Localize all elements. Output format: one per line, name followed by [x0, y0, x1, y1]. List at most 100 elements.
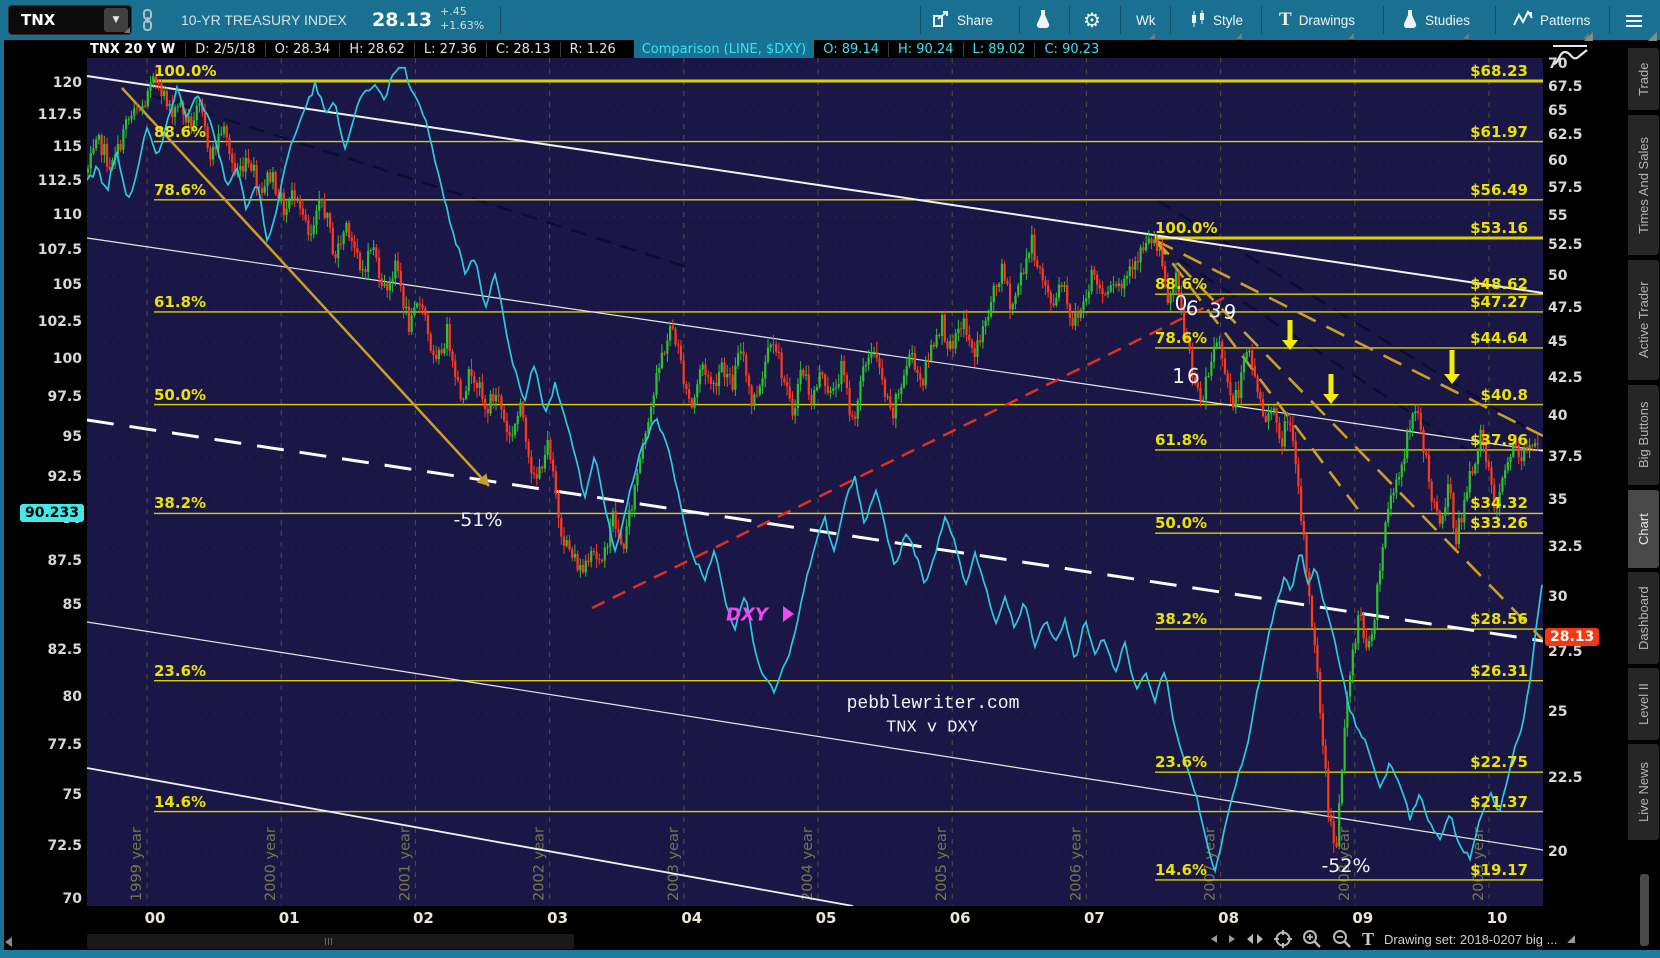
- pan-right-icon[interactable]: [1228, 934, 1236, 944]
- chart-hscrollbar[interactable]: [87, 934, 574, 949]
- gear-icon[interactable]: ⚙: [1083, 9, 1101, 32]
- top-toolbar: TNX ▼ 10-YR TREASURY INDEX 28.13 +.45 +1…: [0, 0, 1660, 40]
- fib-pct-label: 88.6%: [154, 122, 207, 141]
- share-label: Share: [957, 12, 994, 28]
- scrollbar-grip[interactable]: [325, 938, 339, 945]
- symbol-value: TNX: [21, 11, 56, 29]
- left-axis-tick: 97.5: [47, 389, 82, 406]
- sidebar-tab-times-and-sales[interactable]: Times And Sales: [1628, 115, 1659, 255]
- sidebar-tab-big-buttons[interactable]: Big Buttons: [1628, 385, 1659, 485]
- fib-pct-label: 61.8%: [154, 292, 207, 311]
- sidebar-tab-trade[interactable]: Trade: [1628, 48, 1659, 110]
- change-percent: +1.63%: [440, 19, 485, 32]
- sidebar-tab-chart[interactable]: Chart: [1628, 490, 1659, 568]
- fib-pct-label: 50.0%: [1155, 514, 1208, 533]
- pattern-curve-icon[interactable]: [1551, 42, 1591, 74]
- studies-button[interactable]: Studies: [1402, 0, 1470, 40]
- sidebar-tab-dashboard[interactable]: Dashboard: [1628, 572, 1659, 664]
- zoom-out-icon[interactable]: [1332, 929, 1352, 949]
- panel-collapse-icon[interactable]: [1648, 32, 1657, 41]
- drawings-button[interactable]: T Drawings: [1279, 0, 1355, 40]
- comparison-chip[interactable]: Comparison (LINE, $DXY): [633, 40, 815, 58]
- left-axis-tick: 87.5: [47, 553, 82, 570]
- analyze-button[interactable]: [1035, 0, 1051, 40]
- time-axis-label: 04: [681, 909, 703, 927]
- dxy-price-badge: 90.233: [20, 504, 85, 522]
- fib-price-label: $48.62: [1470, 275, 1528, 294]
- drawing-set-label[interactable]: Drawing set: 2018-0207 big ...: [1384, 931, 1558, 947]
- text-tool-icon: T: [1279, 9, 1292, 30]
- sidebar-scrollbar[interactable]: [1640, 874, 1649, 946]
- symbol-dropdown[interactable]: TNX ▼: [8, 5, 132, 35]
- right-axis-tick: 70: [1548, 55, 1568, 72]
- sidebar-tab-active-trader[interactable]: Active Trader: [1628, 260, 1659, 380]
- fib-price-label: $19.17: [1470, 860, 1528, 879]
- left-axis-tick: 115: [52, 139, 82, 156]
- dropdown-corner-icon: [124, 27, 130, 33]
- right-axis-tick: 62.5: [1548, 127, 1583, 144]
- right-axis-tick: 55: [1548, 207, 1568, 224]
- patterns-label: Patterns: [1540, 12, 1591, 28]
- right-axis-tick: 35: [1548, 492, 1568, 509]
- time-axis-label: 08: [1218, 909, 1240, 927]
- chart-annotation: -52%: [1321, 855, 1371, 877]
- scroll-left-arrow-icon[interactable]: [5, 937, 12, 947]
- chart-annotation: TNX v DXY: [886, 718, 978, 738]
- fib-price-label: $47.27: [1470, 292, 1528, 311]
- comparison-field: O: 89.14: [823, 41, 879, 57]
- sidebar-tab-live-news[interactable]: Live News: [1628, 744, 1659, 840]
- left-axis-tick: 92.5: [47, 469, 82, 486]
- fib-price-label: $56.49: [1470, 180, 1528, 199]
- fib-price-label: $40.8: [1480, 385, 1528, 404]
- left-axis-tick: 72.5: [47, 838, 82, 855]
- ohlc-field: O: 28.34: [264, 41, 340, 57]
- chevron-down-icon[interactable]: ▼: [104, 8, 128, 32]
- left-axis-tick: 110: [52, 206, 82, 223]
- panel-collapse-icon[interactable]: [1584, 32, 1593, 41]
- style-button[interactable]: Style: [1190, 0, 1243, 40]
- right-axis-tick: 45: [1548, 333, 1568, 350]
- right-axis-tick: 22.5: [1548, 770, 1583, 787]
- fit-width-icon[interactable]: [1246, 933, 1264, 945]
- right-axis-tick: 25: [1548, 703, 1568, 720]
- chart-plot-area[interactable]: [87, 58, 1543, 906]
- left-axis-tick: 100: [52, 351, 82, 368]
- share-button[interactable]: Share: [932, 0, 993, 40]
- ohlc-readout-bar: TNX 20 Y W D: 2/5/18 O: 28.34 H: 28.62 L: 2…: [0, 40, 1660, 58]
- dropdown-corner-icon: [1347, 33, 1354, 39]
- left-axis-tick: 120: [52, 75, 82, 91]
- left-axis-tick: 112.5: [37, 172, 82, 189]
- share-icon: [932, 10, 950, 30]
- left-axis-tick: 107.5: [37, 241, 82, 258]
- timeframe-button[interactable]: Wk: [1136, 0, 1156, 40]
- chart-title: TNX 20 Y W: [90, 41, 176, 57]
- window-edge: [0, 40, 4, 950]
- left-axis-tick: 85: [62, 597, 82, 614]
- sidebar-tab-level-ii[interactable]: Level II: [1628, 668, 1659, 740]
- resize-corner-icon[interactable]: [1567, 935, 1576, 943]
- fib-pct-label: 38.2%: [154, 494, 207, 513]
- fib-price-label: $53.16: [1470, 219, 1528, 238]
- text-tool-icon[interactable]: T: [1362, 928, 1375, 949]
- window-edge: [0, 950, 1660, 958]
- right-axis-tick: 32.5: [1548, 538, 1583, 555]
- link-icon[interactable]: [140, 9, 155, 31]
- menu-icon[interactable]: [1626, 15, 1642, 27]
- pan-left-icon[interactable]: [1210, 934, 1218, 944]
- beaker-icon: [1035, 9, 1051, 32]
- chart-annotation: DXY: [726, 604, 768, 626]
- fib-pct-label: 23.6%: [154, 661, 207, 680]
- time-axis-label: 02: [412, 909, 434, 927]
- zoom-in-icon[interactable]: [1302, 929, 1322, 949]
- fib-pct-label: 100.0%: [154, 62, 217, 80]
- crosshair-icon[interactable]: [1274, 930, 1292, 948]
- right-axis-tick: 50: [1548, 267, 1568, 284]
- symbol-description: 10-YR TREASURY INDEX: [181, 12, 347, 28]
- left-axis-tick: 117.5: [37, 106, 82, 123]
- time-axis-label: 10: [1486, 909, 1508, 927]
- left-axis-tick: 80: [62, 689, 82, 706]
- patterns-button[interactable]: Patterns: [1513, 0, 1590, 40]
- left-axis-tick: 102.5: [37, 313, 82, 330]
- time-axis-label: 06: [949, 909, 971, 927]
- fib-pct-label: 78.6%: [1155, 328, 1208, 347]
